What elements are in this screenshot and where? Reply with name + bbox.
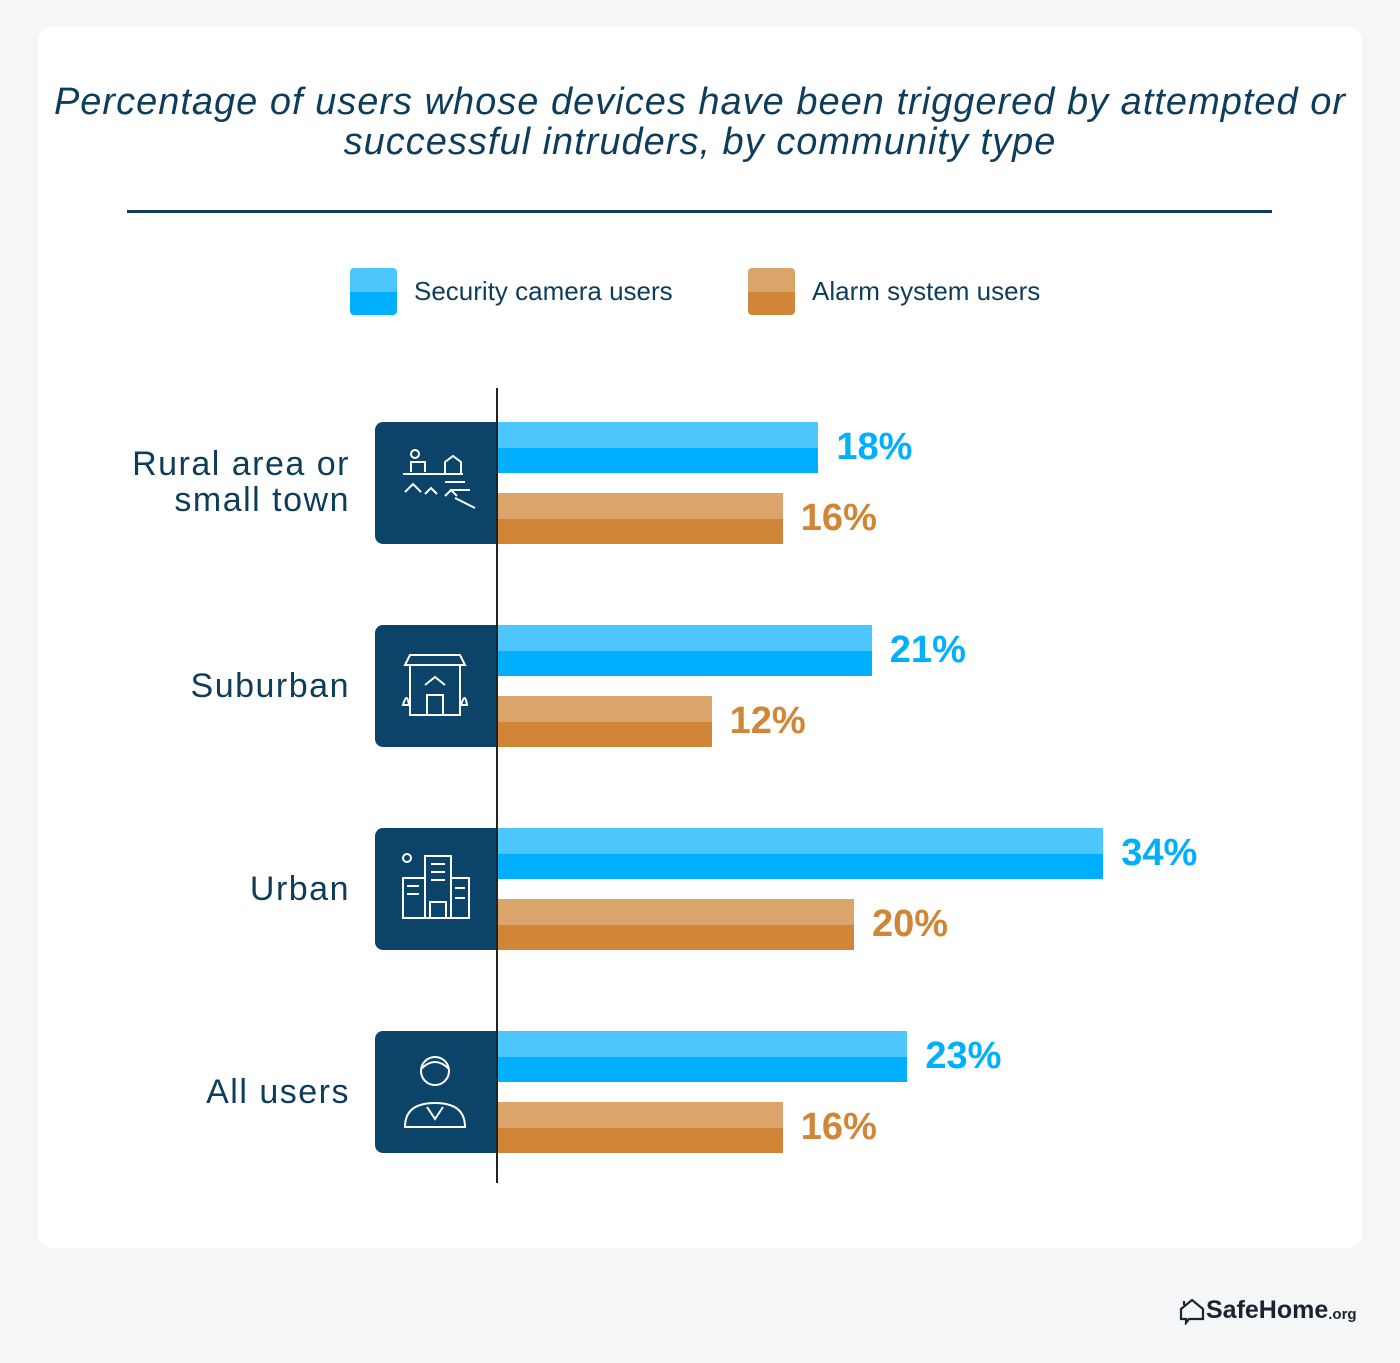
category-label: Rural area or small town — [132, 445, 350, 519]
legend-item-camera: Security camera users — [350, 268, 673, 315]
category-label: Urban — [249, 870, 350, 908]
camera-value-label: 23% — [925, 1035, 1002, 1077]
urban-buildings-icon — [375, 828, 497, 950]
camera-value-label: 18% — [836, 426, 913, 468]
legend-label: Alarm system users — [812, 276, 1041, 306]
legend-swatch-camera — [350, 268, 397, 315]
category-label: All users — [206, 1073, 350, 1111]
category-label: Suburban — [190, 667, 350, 705]
camera-bar — [498, 1031, 908, 1082]
alarm-value-label: 16% — [800, 1106, 877, 1148]
user-person-icon — [375, 1031, 497, 1153]
camera-value-label: 21% — [889, 629, 966, 671]
safehome-logo: SafeHome .org — [1178, 1296, 1357, 1325]
camera-bar — [498, 828, 1104, 879]
camera-value-label: 34% — [1121, 832, 1198, 874]
legend-item-alarm: Alarm system users — [748, 268, 1040, 315]
chart-title: Percentage of users whose devices have b… — [53, 81, 1347, 163]
legend-swatch-alarm — [748, 268, 795, 315]
camera-bar — [498, 422, 819, 473]
alarm-bar — [498, 493, 783, 544]
alarm-value-label: 20% — [872, 903, 949, 945]
alarm-value-label: 16% — [800, 497, 877, 539]
title-divider — [127, 210, 1272, 213]
alarm-value-label: 12% — [729, 700, 806, 742]
house-icon — [1179, 1298, 1205, 1325]
alarm-bar — [498, 696, 712, 747]
camera-bar — [498, 625, 872, 676]
rural-landscape-icon — [375, 422, 497, 544]
y-axis-line — [496, 388, 498, 1183]
alarm-bar — [498, 1102, 783, 1153]
alarm-bar — [498, 899, 854, 950]
legend-label: Security camera users — [414, 276, 673, 306]
suburban-house-icon — [375, 625, 497, 747]
